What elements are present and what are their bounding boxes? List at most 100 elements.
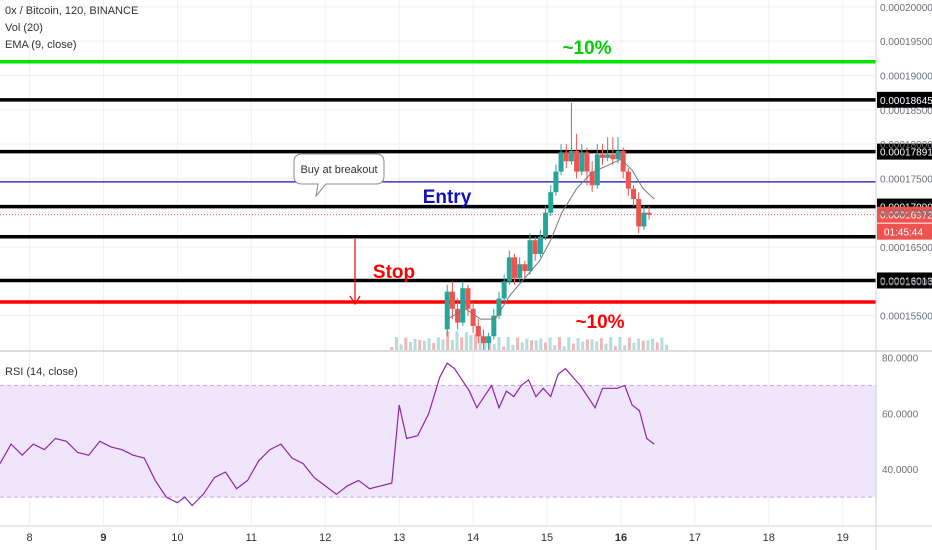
time-tick-label: 8 xyxy=(27,532,33,544)
volume-bar xyxy=(413,339,417,350)
volume-bar xyxy=(590,339,594,350)
rsi-tick-label: 80.0000 xyxy=(882,354,919,365)
candle-body xyxy=(568,150,574,162)
candle-body xyxy=(646,212,652,215)
time-tick-label: 19 xyxy=(837,532,849,544)
volume-bar xyxy=(427,338,431,350)
level-price-label-0-text: 0.00018645 xyxy=(880,96,932,107)
volume-bar xyxy=(595,341,599,350)
ema-line xyxy=(446,158,655,320)
annotations[interactable]: ~10% ~10% Entry Stop Buy at breakout xyxy=(293,38,625,333)
target-low-label: ~10% xyxy=(575,312,624,333)
candle-body xyxy=(449,291,455,309)
candle-body xyxy=(517,264,523,278)
price-tick-label: 0.00017000 xyxy=(880,209,932,220)
volume-bar xyxy=(511,344,515,350)
time-tick-label: 9 xyxy=(100,532,106,544)
volume-bar xyxy=(576,338,580,350)
time-tick-label: 18 xyxy=(763,532,775,544)
candle-body xyxy=(610,154,616,160)
last-price-label-box xyxy=(877,206,932,223)
time-tick-label: 15 xyxy=(541,532,553,544)
level-price-label-0-box xyxy=(877,91,932,108)
volume-bar xyxy=(646,340,650,350)
candle-body xyxy=(465,288,471,309)
rsi-polyline xyxy=(0,362,655,507)
volume-bar xyxy=(525,338,529,350)
volume-bar xyxy=(567,337,571,350)
volume-bar xyxy=(446,331,450,350)
candle-body xyxy=(579,152,585,172)
time-tick-label: 14 xyxy=(467,532,479,544)
breakout-callout[interactable]: Buy at breakout xyxy=(293,153,385,198)
volume-bar xyxy=(655,342,659,350)
candle-body xyxy=(625,171,631,189)
volume-bar xyxy=(604,343,608,350)
candle-body xyxy=(512,257,518,278)
volume-bar xyxy=(483,341,487,350)
volume-bar xyxy=(441,339,445,350)
callout-text: Buy at breakout xyxy=(300,164,377,176)
candle-body xyxy=(599,154,605,158)
candle-body xyxy=(548,192,554,213)
volume-bar xyxy=(557,337,561,350)
volume-bar xyxy=(641,340,645,350)
volume-bar xyxy=(492,344,496,350)
volume-bar xyxy=(422,340,426,350)
volume-bar xyxy=(665,344,669,350)
candle-body xyxy=(558,152,564,172)
price-tick-label: 0.00020000 xyxy=(880,3,932,14)
volume-bar xyxy=(464,332,468,350)
volume-bars xyxy=(390,331,669,350)
entry-label: Entry xyxy=(423,187,472,208)
volume-bar xyxy=(571,343,575,350)
volume-bar xyxy=(418,340,422,350)
candle-body xyxy=(496,298,502,316)
volume-bar xyxy=(488,337,492,350)
volume-legend[interactable]: Vol (20) xyxy=(5,22,43,34)
volume-bar xyxy=(436,337,440,350)
candle-body xyxy=(444,291,450,330)
candle-body xyxy=(522,264,528,272)
time-tick-label: 17 xyxy=(689,532,701,544)
candle-body xyxy=(486,336,492,344)
level-price-label-1-text: 0.00017891 xyxy=(880,148,932,159)
volume-bar xyxy=(394,337,398,350)
volume-bar xyxy=(408,342,412,350)
symbol-legend[interactable]: 0x / Bitcoin, 120, BINANCE xyxy=(5,5,139,17)
volume-bar xyxy=(539,338,543,350)
level-price-label-3-box xyxy=(877,272,932,289)
volume-bar xyxy=(623,345,627,350)
volume-bar xyxy=(399,344,403,350)
candle-body xyxy=(455,308,461,323)
time-tick-label: 16 xyxy=(615,532,627,544)
ema-legend[interactable]: EMA (9, close) xyxy=(5,39,77,51)
stop-arrow-icon xyxy=(349,239,361,306)
candle-body xyxy=(553,171,559,193)
rsi-legend[interactable]: RSI (14, close) xyxy=(5,366,78,378)
rsi-band-fill xyxy=(0,385,876,498)
stop-label: Stop xyxy=(373,262,415,283)
candle-body xyxy=(506,257,512,282)
candle-body xyxy=(589,171,595,186)
price-scale-labels: 0.000186450.000178910.000170900.00016013… xyxy=(877,91,932,289)
volume-bar xyxy=(637,338,641,350)
volume-bar xyxy=(627,337,631,350)
horizontal-levels[interactable] xyxy=(0,60,876,304)
volume-bar xyxy=(502,346,506,350)
volume-bar xyxy=(390,347,394,350)
level-price-label-1-box xyxy=(877,143,932,160)
volume-bar xyxy=(613,346,617,350)
volume-bar xyxy=(618,337,622,350)
volume-bar xyxy=(651,338,655,350)
countdown-box xyxy=(877,223,932,240)
volume-bar xyxy=(520,342,524,350)
volume-bar xyxy=(432,343,436,350)
candle-body xyxy=(475,325,481,337)
candle-body xyxy=(543,212,549,237)
candle-body xyxy=(480,336,486,344)
time-tick-label: 13 xyxy=(393,532,405,544)
volume-bar xyxy=(534,340,538,350)
